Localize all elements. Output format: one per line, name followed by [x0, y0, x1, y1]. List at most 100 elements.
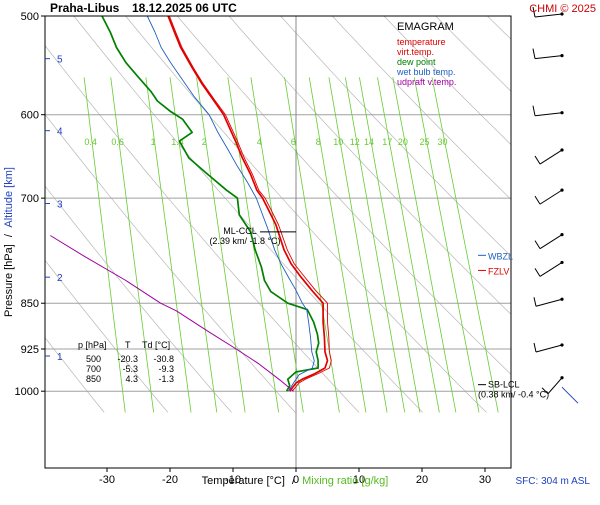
dry-adiabat — [45, 337, 105, 413]
mixing-ratio-label: 6 — [291, 137, 296, 147]
wind-barb-shaft — [534, 55, 563, 60]
wind-barb-station — [560, 376, 564, 380]
mixing-ratio-line — [110, 77, 155, 413]
wind-barb-shaft — [534, 13, 563, 18]
dry-adiabat — [591, 16, 600, 412]
y-axis-label: Pressure [hPa] / Altitude [km] — [3, 167, 15, 317]
wind-barb-feather — [534, 155, 541, 165]
table-cell: 500 — [86, 354, 101, 364]
altitude-tick-label: 2 — [57, 273, 63, 284]
mixing-ratio-line — [328, 77, 388, 413]
wind-barb-shaft — [547, 377, 563, 395]
mixing-ratio-label: 8 — [316, 137, 321, 147]
pressure-tick-label: 600 — [21, 110, 39, 122]
series-udpraft-v-temp — [50, 235, 294, 392]
wind-barb — [561, 386, 579, 404]
wind-barb-station — [560, 297, 564, 301]
wind-barb-feather — [534, 240, 541, 249]
profiles — [50, 16, 332, 392]
legend-item: temperature — [397, 37, 446, 47]
mixing-ratio-line — [413, 77, 480, 413]
wind-barb-station — [560, 12, 564, 16]
dry-adiabat — [539, 16, 600, 412]
wind-barb-shaft — [539, 189, 563, 205]
altitude-tick-label: 4 — [57, 127, 63, 138]
mixing-ratio-label: 1.4 — [171, 137, 184, 147]
wind-barb-station — [560, 148, 564, 152]
wind-barb-feather — [532, 48, 536, 59]
wind-barb — [533, 342, 564, 353]
wind-barb-station — [560, 233, 564, 237]
table-header-t: T — [125, 340, 131, 350]
wind-barb-shaft — [534, 112, 563, 117]
wind-barb-station — [560, 343, 564, 347]
table-header-td: Td [°C] — [142, 340, 170, 350]
mixing-ratio-line — [308, 77, 367, 413]
table-cell: -9.3 — [158, 364, 174, 374]
series-dew-point — [101, 16, 320, 392]
wbzl-label: WBZL — [488, 251, 513, 261]
mixing-ratio-label: 20 — [398, 137, 408, 147]
mixing-ratio-line — [359, 77, 421, 413]
data-table: p [hPa] T Td [°C] 500 -20.3 -30.8 700 -5.3 -9.3 8… — [78, 340, 174, 384]
wind-barb — [534, 188, 564, 205]
legend-item: dew point — [397, 57, 436, 67]
wind-barb-feather — [533, 342, 537, 353]
table-cell: -30.8 — [153, 354, 174, 364]
wind-barb-shaft — [535, 298, 563, 307]
ccl-label: ML-CCL — [223, 226, 257, 236]
dry-adiabat — [45, 259, 169, 413]
wind-barb-shaft — [539, 261, 563, 277]
dry-adiabat — [177, 16, 511, 375]
frame — [44, 15, 512, 469]
mixing-ratio-line — [377, 77, 440, 413]
x-tick-label: -10 — [225, 474, 241, 486]
wind-barb-feather — [532, 105, 536, 116]
wind-barb-feather — [533, 297, 537, 307]
lcl-value: (0.38 km/ -0.4 °C) — [478, 390, 549, 400]
wind-barb-station — [560, 260, 564, 265]
table-cell: -5.3 — [122, 364, 138, 374]
copyright: CHMI © 2025 — [529, 3, 596, 15]
mixing-ratio-line — [145, 77, 192, 413]
table-cell: 700 — [86, 364, 101, 374]
mixing-ratio-label: 0.6 — [111, 137, 124, 147]
pressure-tick-label: 1000 — [15, 386, 39, 398]
wind-barb-shaft — [539, 149, 563, 165]
dry-adiabat — [45, 113, 296, 413]
wind-barb — [532, 48, 564, 60]
wind-barb-feather — [532, 6, 536, 18]
legend-title: EMAGRAM — [397, 21, 454, 33]
mixing-ratio-label: 1 — [151, 137, 156, 147]
pressure-tick-label: 500 — [21, 11, 39, 23]
wind-barb-feather — [534, 195, 541, 205]
mixing-ratio-label: 2 — [202, 137, 207, 147]
wind-barbs — [532, 6, 579, 404]
altitude-tick-label: 5 — [57, 55, 63, 66]
series-wet-bulb-temp — [146, 16, 315, 392]
x-tick-label: -30 — [99, 474, 115, 486]
wind-barb-feather — [534, 268, 541, 277]
wind-barb-station — [560, 54, 564, 58]
fzlv-label: FZLV — [488, 266, 509, 276]
x-tick-label: 30 — [479, 474, 491, 486]
y-axis-label-sep: / — [3, 233, 15, 237]
mixing-ratio-line — [392, 77, 457, 413]
table-cell: 850 — [86, 374, 101, 384]
x-tick-label: -20 — [162, 474, 178, 486]
datetime: 18.12.2025 06 UTC — [132, 1, 237, 15]
pressure-tick-label: 700 — [21, 193, 39, 205]
legend-item: udpraft v.temp. — [397, 77, 456, 87]
legend-item: virt.temp. — [397, 47, 434, 57]
mixing-ratio-label: 12 — [350, 137, 360, 147]
svg-text:Pressure [hPa] / A: Pressure [hPa] / Altitude [km] — [3, 167, 15, 317]
mixing-ratio-lines: 0.4 0.6 1 1.4 2 3 4 6 8 10 12 14 17 20 25 30 — [83, 77, 499, 413]
x-axis-label-sep: / — [292, 475, 296, 487]
surface-elevation: SFC: 304 m ASL — [516, 476, 591, 487]
dry-adiabat — [228, 16, 511, 315]
y-axis-label-altitude: Altitude [km] — [3, 167, 15, 228]
station-name: Praha-Libus — [50, 1, 120, 15]
mixing-ratio-label: 14 — [364, 137, 374, 147]
